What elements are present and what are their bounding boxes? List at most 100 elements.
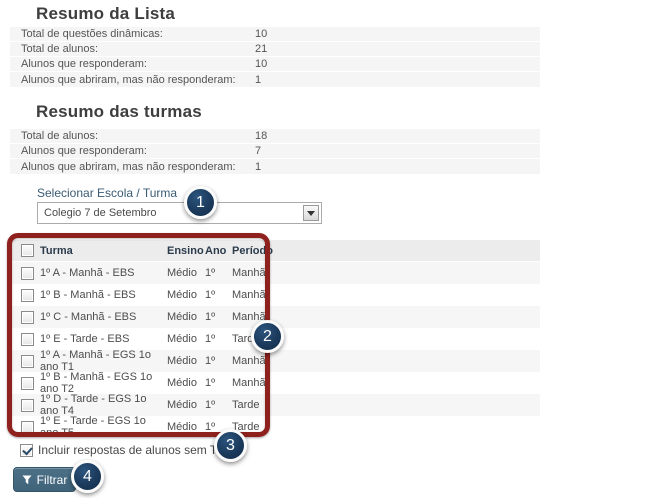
summary-label: Alunos que abriram, mas não responderam: — [21, 73, 236, 86]
cell-turma: 1º E - Tarde - EGS 1o ano T5 — [40, 415, 146, 439]
filter-button-label: Filtrar — [36, 472, 68, 487]
cell-ano: 1º — [205, 333, 216, 345]
table-row: 1º E - Tarde - EGS 1o ano T5 Médio 1º Ta… — [10, 415, 540, 439]
annotation-step-badge-3: 3 — [214, 429, 247, 462]
summary-row: Alunos que abriram, mas não responderam:… — [10, 72, 540, 87]
summary-row: Alunos que abriram, mas não responderam:… — [10, 159, 540, 174]
column-header-ensino: Ensino — [167, 244, 204, 257]
row-checkbox-cell — [10, 266, 40, 280]
cell-ano: 1º — [205, 399, 216, 411]
annotation-step-badge-4: 4 — [71, 460, 104, 493]
cell-turma: 1º B - Manhã - EGS 1o ano T2 — [40, 371, 153, 395]
cell-ano: 1º — [205, 421, 216, 433]
column-header-turma: Turma — [40, 244, 73, 257]
cell-ensino: Médio — [167, 377, 197, 389]
cell-periodo: Manhã — [232, 311, 266, 323]
dropdown-arrow-icon — [307, 210, 315, 216]
cell-ensino: Médio — [167, 421, 197, 433]
summary-value: 7 — [255, 145, 262, 157]
column-header-ano: Ano — [205, 244, 227, 257]
row-checkbox[interactable] — [21, 398, 34, 412]
row-checkbox-cell — [10, 332, 40, 346]
row-checkbox-cell — [10, 288, 40, 302]
summary-label: Total de alunos: — [21, 130, 99, 142]
cell-periodo: Manhã — [232, 267, 266, 279]
school-select-value: Colegio 7 de Setembro — [44, 207, 157, 219]
summary-row: Alunos que responderam: 10 — [10, 57, 540, 72]
include-students-checkbox[interactable] — [20, 443, 33, 457]
annotation-step-badge-2: 2 — [251, 320, 284, 353]
row-checkbox[interactable] — [21, 376, 34, 390]
cell-ensino: Médio — [167, 311, 197, 323]
school-select-dropdown[interactable]: Colegio 7 de Setembro — [37, 202, 322, 224]
column-header-periodo: Período — [232, 244, 273, 257]
annotation-step-badge-1: 1 — [184, 186, 217, 219]
summary-value: 18 — [255, 130, 268, 142]
cell-turma: 1º A - Manhã - EBS — [40, 267, 135, 279]
cell-ensino: Médio — [167, 333, 197, 345]
cell-turma: 1º A - Manhã - EGS 1o ano T1 — [40, 349, 152, 373]
row-checkbox[interactable] — [21, 266, 34, 280]
cell-ensino: Médio — [167, 289, 197, 301]
summary-list-block: Total de questões dinâmicas: 10 Total de… — [10, 27, 540, 87]
row-checkbox[interactable] — [21, 332, 34, 346]
classes-table-header: Turma Ensino Ano Período — [10, 240, 540, 262]
cell-periodo: Manhã — [232, 355, 266, 367]
include-students-row: Incluir respostas de alunos sem Turma — [20, 443, 244, 457]
row-checkbox-cell — [10, 354, 40, 368]
summary-value: 21 — [255, 43, 268, 55]
row-checkbox[interactable] — [21, 354, 34, 368]
table-row: 1º A - Manhã - EBS Médio 1º Manhã — [10, 262, 540, 284]
cell-periodo: Tarde — [232, 399, 260, 411]
dropdown-arrow-button[interactable] — [303, 205, 319, 221]
school-class-selector-label: Selecionar Escola / Turma — [37, 186, 178, 200]
summary-label: Total de alunos: — [21, 43, 99, 55]
select-all-checkbox[interactable] — [21, 244, 34, 257]
row-checkbox-cell — [10, 420, 40, 434]
summary-label: Alunos que responderam: — [21, 58, 147, 70]
table-row: 1º B - Manhã - EGS 1o ano T2 Médio 1º Ma… — [10, 371, 540, 395]
cell-ano: 1º — [205, 377, 216, 389]
row-checkbox-cell — [10, 376, 40, 390]
cell-turma: 1º E - Tarde - EBS — [40, 333, 130, 345]
table-row: 1º A - Manhã - EGS 1o ano T1 Médio 1º Ma… — [10, 349, 540, 373]
summary-row: Alunos que responderam: 7 — [10, 144, 540, 159]
row-checkbox-cell — [10, 398, 40, 412]
include-students-label: Incluir respostas de alunos sem Turma — [38, 443, 245, 457]
summary-list-title: Resumo da Lista — [36, 4, 176, 23]
table-row: 1º B - Manhã - EBS Médio 1º Manhã — [10, 284, 540, 306]
cell-turma: 1º B - Manhã - EBS — [40, 289, 136, 301]
summary-value: 10 — [255, 28, 268, 40]
cell-turma: 1º D - Tarde - EGS 1o ano T4 — [40, 393, 147, 417]
cell-turma: 1º C - Manhã - EBS — [40, 311, 137, 323]
table-row: 1º D - Tarde - EGS 1o ano T4 Médio 1º Ta… — [10, 393, 540, 417]
table-row: 1º C - Manhã - EBS Médio 1º Manhã — [10, 306, 540, 328]
filter-funnel-icon — [22, 474, 32, 485]
row-checkbox[interactable] — [21, 288, 34, 302]
summary-classes-title: Resumo das turmas — [36, 102, 202, 121]
cell-ano: 1º — [205, 311, 216, 323]
cell-ensino: Médio — [167, 355, 197, 367]
filter-button[interactable]: Filtrar — [13, 467, 76, 492]
summary-value: 1 — [255, 73, 262, 86]
classes-table: Turma Ensino Ano Período 1º A - Manhã - … — [10, 240, 540, 439]
summary-label: Total de questões dinâmicas: — [21, 28, 163, 40]
summary-row: Total de alunos: 21 — [10, 42, 540, 57]
summary-row: Total de alunos: 18 — [10, 129, 540, 144]
summary-classes-block: Total de alunos: 18 Alunos que responder… — [10, 129, 540, 174]
cell-ensino: Médio — [167, 267, 197, 279]
header-checkbox-cell — [10, 244, 40, 257]
cell-periodo: Tarde — [232, 421, 260, 433]
cell-periodo: Manhã — [232, 377, 266, 389]
cell-ano: 1º — [205, 267, 216, 279]
summary-label: Alunos que responderam: — [21, 145, 147, 157]
cell-ano: 1º — [205, 355, 216, 367]
row-checkbox-cell — [10, 310, 40, 324]
summary-value: 1 — [255, 160, 262, 173]
summary-label: Alunos que abriram, mas não responderam: — [21, 160, 236, 173]
cell-ensino: Médio — [167, 399, 197, 411]
summary-row: Total de questões dinâmicas: 10 — [10, 27, 540, 42]
row-checkbox[interactable] — [21, 420, 34, 434]
row-checkbox[interactable] — [21, 310, 34, 324]
